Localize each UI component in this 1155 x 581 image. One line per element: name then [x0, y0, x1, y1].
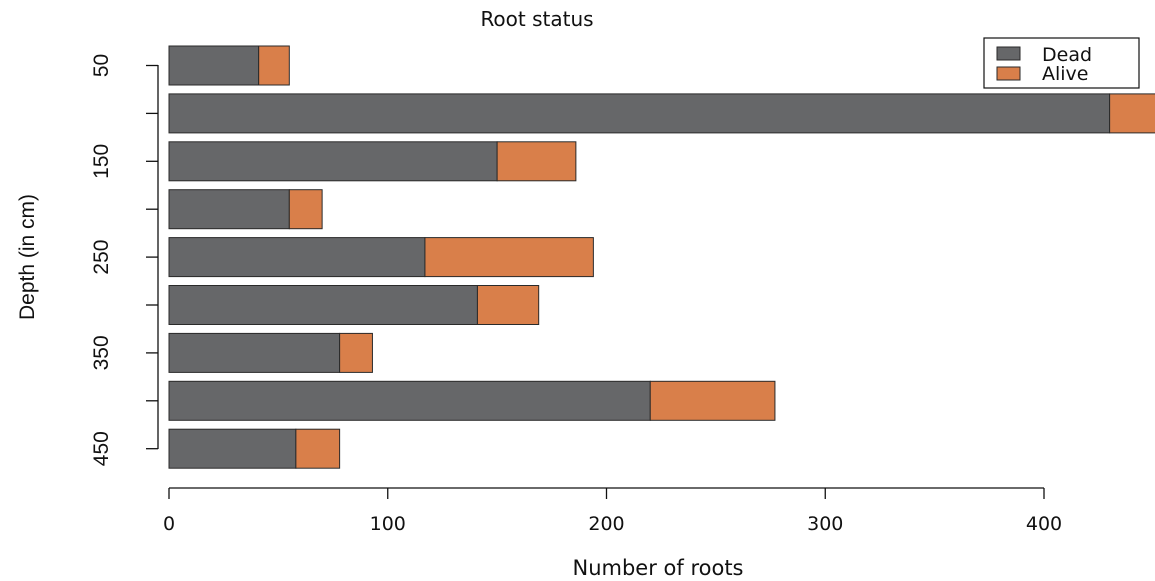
bar-alive-100: [1109, 93, 1155, 134]
bar-alive-300: [476, 285, 540, 325]
y-tick-label: 350: [90, 335, 113, 370]
bar-dead-450: [168, 428, 297, 469]
x-tick-label: 400: [1026, 513, 1062, 535]
bar-alive-350: [339, 332, 373, 373]
legend-label-alive: Alive: [1042, 63, 1089, 85]
x-tick-label: 100: [370, 513, 406, 535]
x-tick-label: 0: [163, 513, 175, 535]
y-axis-label: Depth (in cm): [16, 194, 39, 320]
bars-layer: [168, 45, 1155, 469]
bar-dead-400: [168, 380, 651, 421]
legend-swatch-dead: [996, 46, 1021, 61]
bar-dead-350: [168, 332, 341, 373]
legend-label-dead: Dead: [1042, 44, 1092, 66]
bar-alive-50: [258, 45, 290, 86]
bar-alive-250: [424, 237, 594, 278]
legend: Dead Alive: [983, 37, 1140, 89]
x-tick-label: 200: [588, 513, 624, 535]
bar-dead-250: [168, 237, 426, 278]
y-ticks-layer: 50 150 250 350 450: [90, 54, 158, 466]
bar-alive-150: [496, 141, 577, 182]
x-ticks-layer: 0 100 200 300 400: [163, 488, 1062, 535]
bar-dead-100: [168, 93, 1111, 134]
x-axis-label: Number of roots: [573, 556, 744, 580]
bar-alive-200: [288, 189, 323, 230]
y-tick-label: 250: [90, 240, 113, 275]
bar-dead-50: [168, 45, 260, 86]
legend-swatch-alive: [996, 66, 1021, 81]
y-tick-label: 50: [90, 54, 113, 77]
x-tick-label: 300: [807, 513, 843, 535]
bar-dead-150: [168, 141, 498, 182]
bar-dead-200: [168, 189, 290, 230]
bar-alive-400: [649, 380, 776, 421]
y-tick-label: 450: [90, 431, 113, 466]
chart-title: Root status: [480, 7, 593, 31]
bar-dead-300: [168, 285, 478, 325]
y-tick-label: 150: [90, 144, 113, 179]
bar-alive-450: [295, 428, 341, 469]
